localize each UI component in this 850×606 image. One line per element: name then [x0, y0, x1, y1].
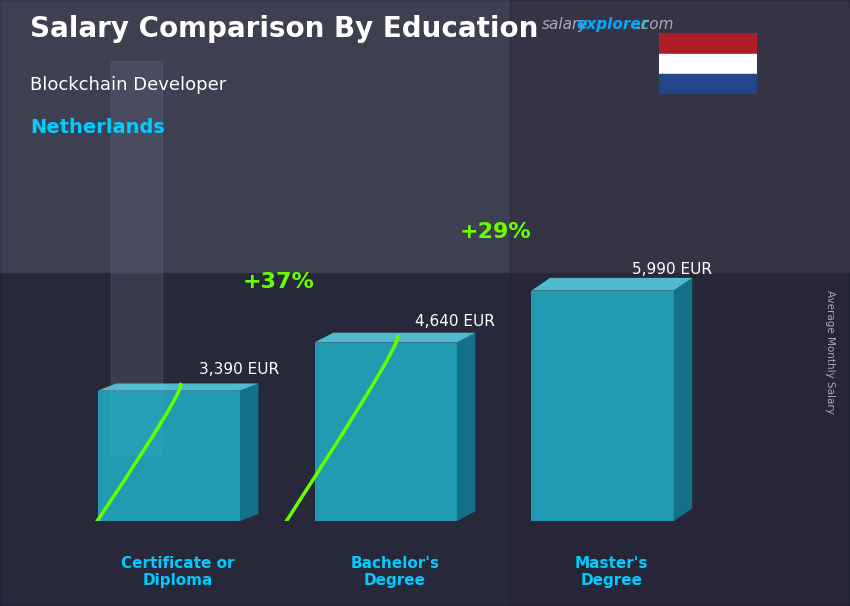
Text: +37%: +37%	[243, 273, 314, 293]
FancyArrowPatch shape	[0, 384, 181, 606]
Text: Blockchain Developer: Blockchain Developer	[30, 76, 226, 94]
Text: 4,640 EUR: 4,640 EUR	[416, 314, 496, 329]
Polygon shape	[240, 384, 258, 521]
Bar	[314, 342, 456, 521]
Bar	[659, 74, 756, 94]
Text: Average Monthly Salary: Average Monthly Salary	[824, 290, 835, 413]
Bar	[0, 0, 850, 273]
Text: 5,990 EUR: 5,990 EUR	[632, 262, 712, 277]
Bar	[531, 290, 673, 521]
FancyArrowPatch shape	[0, 336, 398, 606]
Text: Certificate or
Diploma: Certificate or Diploma	[122, 556, 235, 588]
Bar	[110, 61, 162, 455]
Polygon shape	[456, 333, 475, 521]
Text: .com: .com	[636, 17, 673, 32]
Text: Salary Comparison By Education: Salary Comparison By Education	[30, 15, 538, 43]
Text: salary: salary	[542, 17, 588, 32]
Text: Master's
Degree: Master's Degree	[575, 556, 649, 588]
Polygon shape	[531, 278, 692, 290]
Text: 3,390 EUR: 3,390 EUR	[199, 362, 279, 377]
Polygon shape	[314, 333, 475, 342]
Bar	[0, 273, 850, 606]
Text: explorer: explorer	[576, 17, 649, 32]
Bar	[98, 391, 240, 521]
Polygon shape	[98, 384, 258, 391]
Text: +29%: +29%	[460, 222, 532, 242]
Text: Bachelor's
Degree: Bachelor's Degree	[350, 556, 439, 588]
Bar	[510, 0, 850, 606]
Text: Netherlands: Netherlands	[30, 118, 165, 137]
Bar	[659, 33, 756, 53]
Polygon shape	[673, 278, 692, 521]
Bar	[659, 53, 756, 74]
